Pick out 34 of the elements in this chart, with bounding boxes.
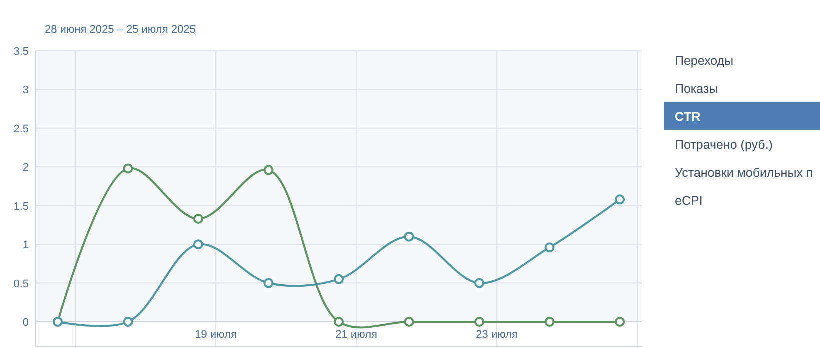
point (334, 274, 344, 284)
y-tick-label: 1.5 (14, 200, 29, 213)
point (123, 317, 134, 327)
text: Потрачено (руб.) (675, 138, 773, 152)
chart-title: 28 июня 2025 – 25 июля 2025 (45, 24, 196, 36)
point (123, 164, 134, 174)
point (193, 214, 204, 224)
text: eCPI (675, 194, 703, 208)
point (474, 278, 485, 288)
text: CTR (675, 110, 701, 124)
y-tick-label: 0.5 (14, 278, 29, 290)
point (193, 240, 204, 250)
x-tick-label: 23 июля (476, 329, 518, 341)
point (474, 317, 485, 327)
point (404, 232, 414, 242)
point (264, 165, 274, 176)
text: Переходы (675, 54, 734, 68)
point (544, 317, 555, 327)
y-tick-label: 3.5 (14, 46, 29, 58)
y-tick-label: 0 (22, 317, 29, 329)
point (404, 317, 414, 327)
point (334, 317, 344, 327)
x-tick-label: 19 июля (195, 329, 237, 341)
point (544, 242, 555, 253)
y-tick-label: 2 (22, 162, 29, 174)
text: Установки мобильных п (675, 166, 814, 180)
y-tick-label: 3 (22, 84, 29, 97)
x-tick-label: 21 июля (336, 329, 378, 341)
point (615, 317, 626, 327)
text: Показы (675, 82, 718, 96)
point (615, 194, 626, 205)
y-tick-label: 2.5 (14, 123, 29, 136)
y-tick-label: 1 (22, 240, 29, 252)
point (264, 278, 274, 288)
